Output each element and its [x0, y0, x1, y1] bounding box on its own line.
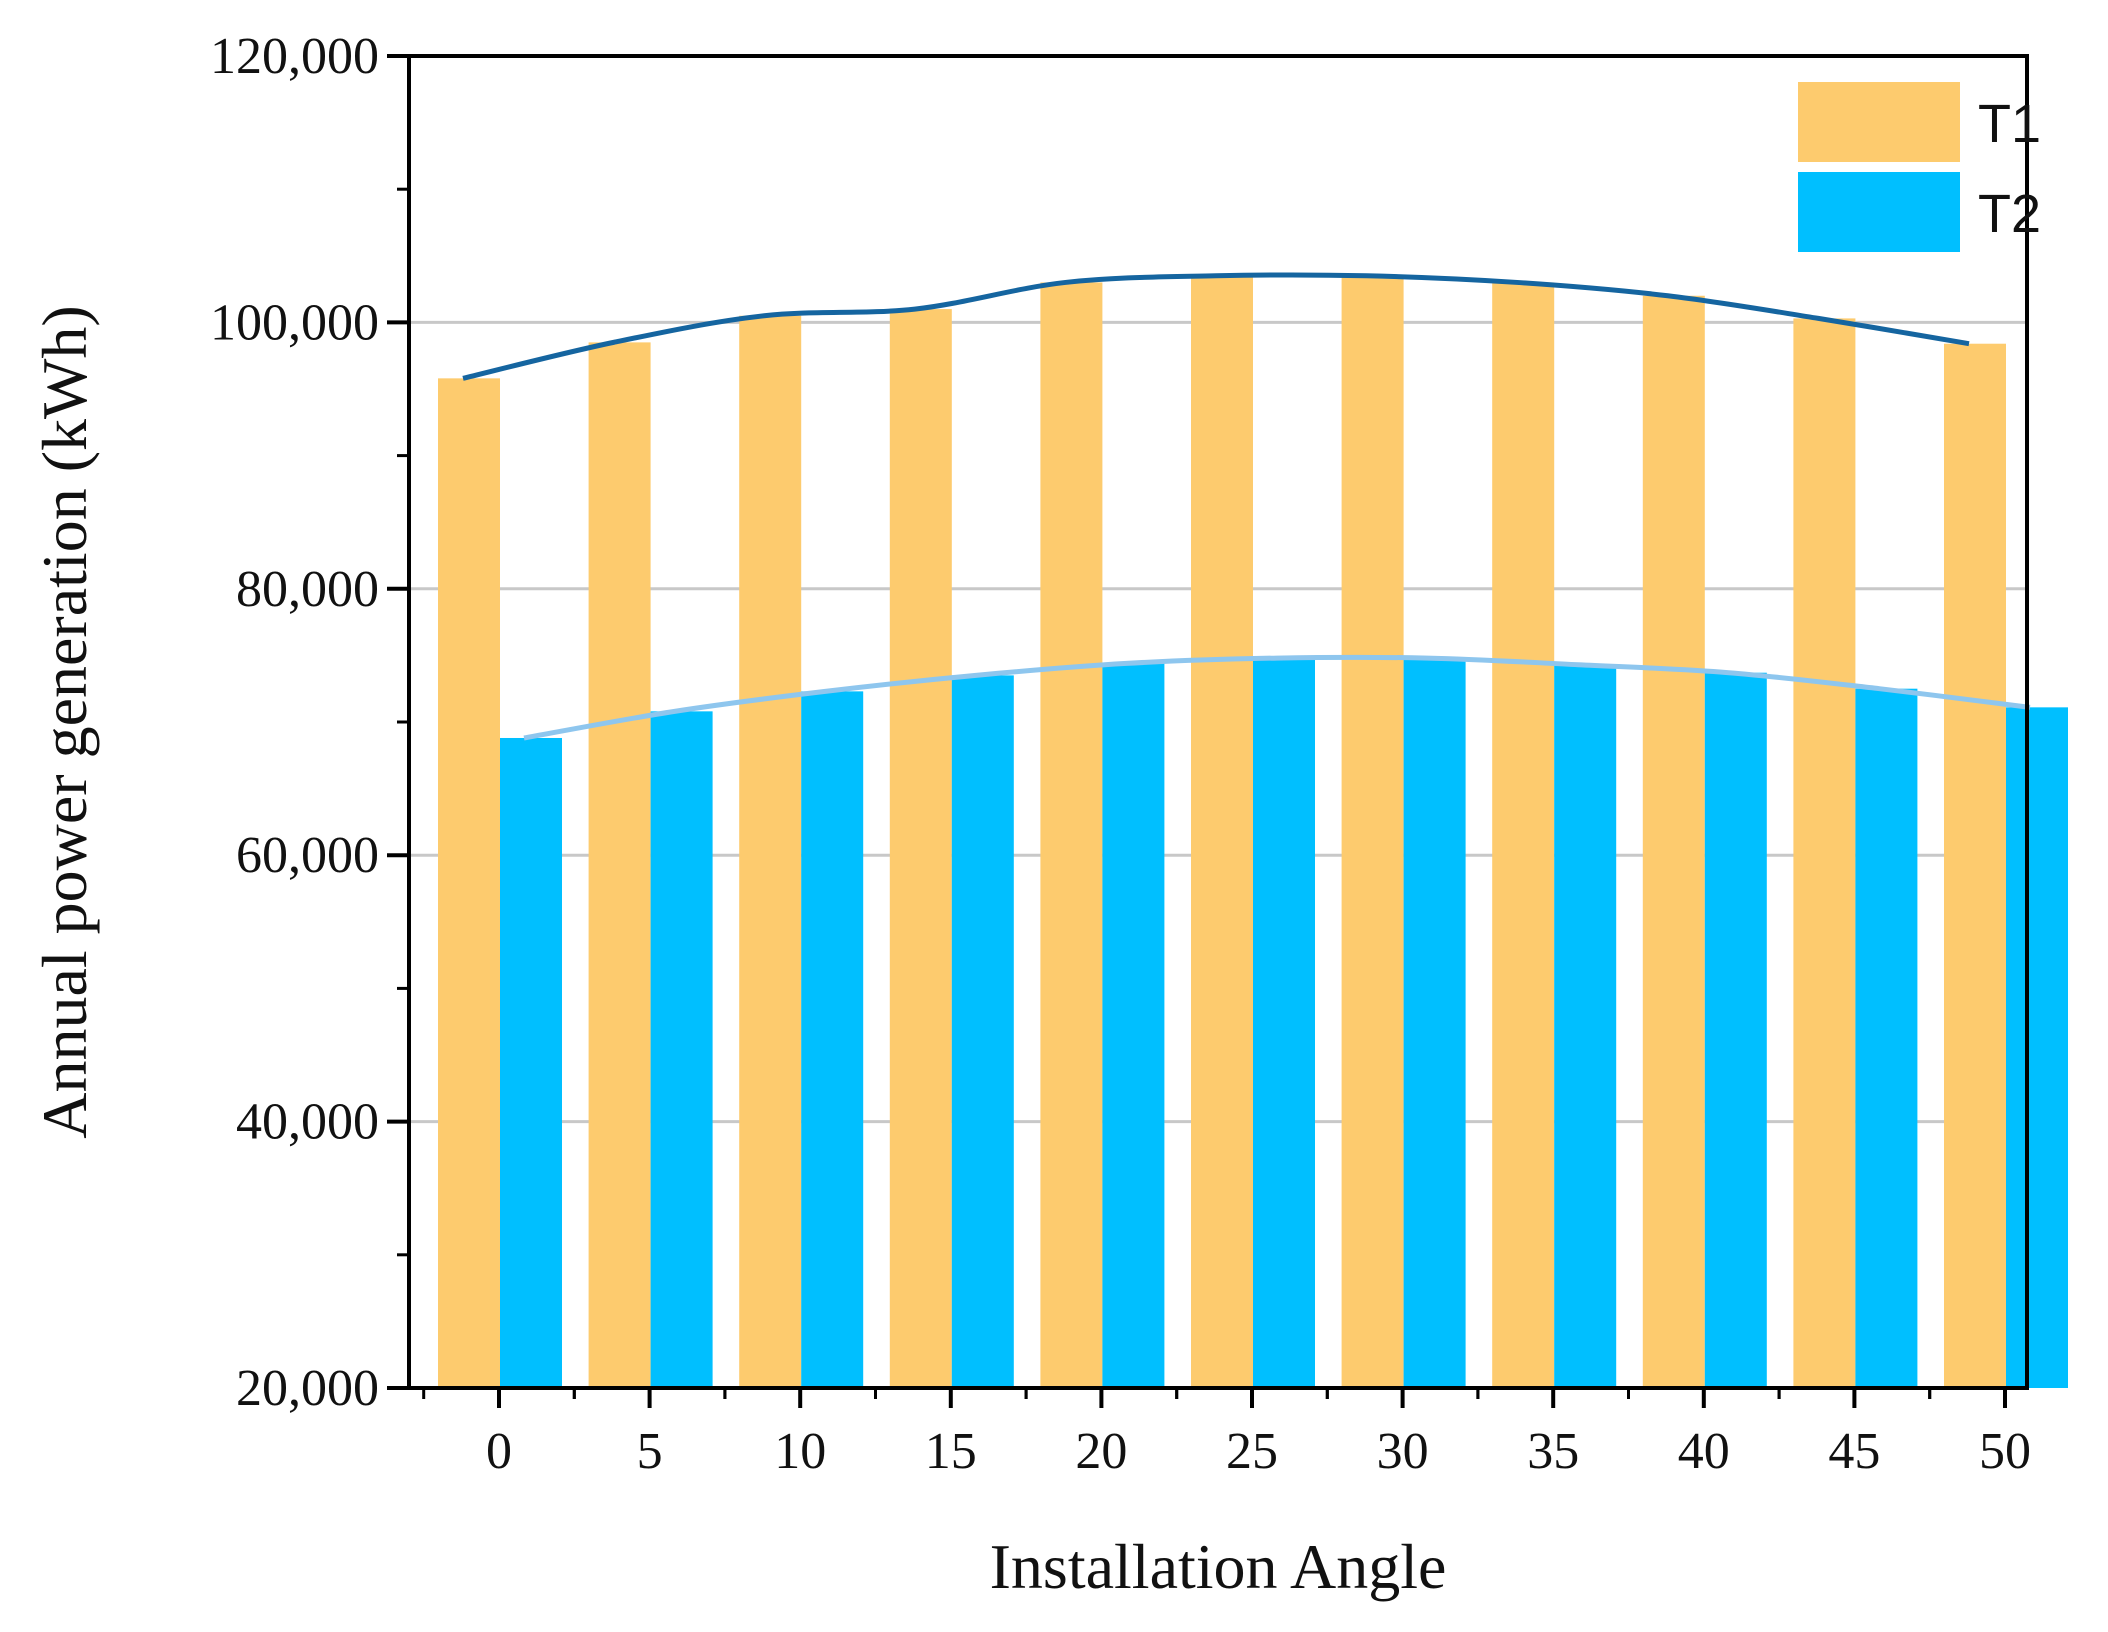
- x-tick-label: 30: [1377, 1423, 1429, 1480]
- trend-line-t2: [523, 654, 2031, 741]
- bar-t1-20: [1040, 282, 1103, 1389]
- x-tick-label: 45: [1828, 1423, 1880, 1480]
- bar-t2-20: [1102, 663, 1165, 1388]
- y-tick-label: 80,000: [236, 561, 379, 618]
- x-tick-label: 15: [925, 1423, 977, 1480]
- x-axis-title: Installation Angle: [990, 1531, 1447, 1602]
- x-tick-label: 5: [637, 1423, 663, 1480]
- bars: [438, 275, 2068, 1389]
- x-tick-label: 25: [1226, 1423, 1278, 1480]
- bar-t2-15: [951, 675, 1014, 1388]
- trend-line-t1: [462, 272, 1970, 381]
- bar-t2-35: [1554, 664, 1617, 1388]
- x-tick-label: 10: [774, 1423, 826, 1480]
- legend-label-t2: T2: [1978, 184, 2041, 244]
- bar-t1-30: [1341, 275, 1404, 1388]
- legend-swatch-t1: [1798, 82, 1960, 162]
- bar-t1-50: [1944, 343, 2006, 1388]
- bar-t1-0: [438, 378, 500, 1388]
- bar-t2-0: [500, 737, 562, 1388]
- y-tick-label: 100,000: [210, 294, 379, 351]
- bar-t2-25: [1253, 658, 1315, 1388]
- bar-t1-15: [889, 309, 952, 1389]
- y-tick-label: 60,000: [236, 827, 379, 884]
- bar-t1-45: [1793, 318, 1856, 1388]
- bar-t2-10: [801, 691, 864, 1388]
- bar-t1-10: [739, 315, 802, 1388]
- y-axis-title: Annual power generation (kWh): [29, 305, 100, 1138]
- bar-t2-5: [650, 711, 713, 1388]
- bar-t1-40: [1642, 295, 1705, 1388]
- bar-t1-5: [588, 342, 651, 1388]
- trend-lines: [462, 272, 2031, 741]
- y-tick-label: 20,000: [236, 1360, 379, 1417]
- bar-t2-30: [1403, 658, 1466, 1388]
- x-tick-label: 40: [1678, 1423, 1730, 1480]
- bar-t1-25: [1191, 275, 1253, 1388]
- bar-t2-45: [1855, 688, 1918, 1388]
- legend-swatch-t2: [1798, 172, 1960, 252]
- bar-t2-50: [2006, 707, 2068, 1388]
- y-tick-label: 40,000: [236, 1094, 379, 1151]
- x-tick-label: 35: [1527, 1423, 1579, 1480]
- x-tick-label: 0: [486, 1423, 512, 1480]
- x-axis: 0 5 10 15 20 25 30 35 40 45 50: [422, 1388, 2031, 1480]
- y-axis: 20,000 40,000 60,000 80,000 100,000 120,000: [210, 28, 409, 1417]
- x-tick-label: 20: [1075, 1423, 1127, 1480]
- bar-t2-40: [1704, 672, 1767, 1388]
- bar-t1-35: [1492, 282, 1555, 1389]
- legend: T1 T2: [1798, 82, 2041, 252]
- x-tick-label: 50: [1979, 1423, 2031, 1480]
- y-tick-label: 120,000: [210, 28, 379, 85]
- legend-label-t1: T1: [1978, 94, 2041, 154]
